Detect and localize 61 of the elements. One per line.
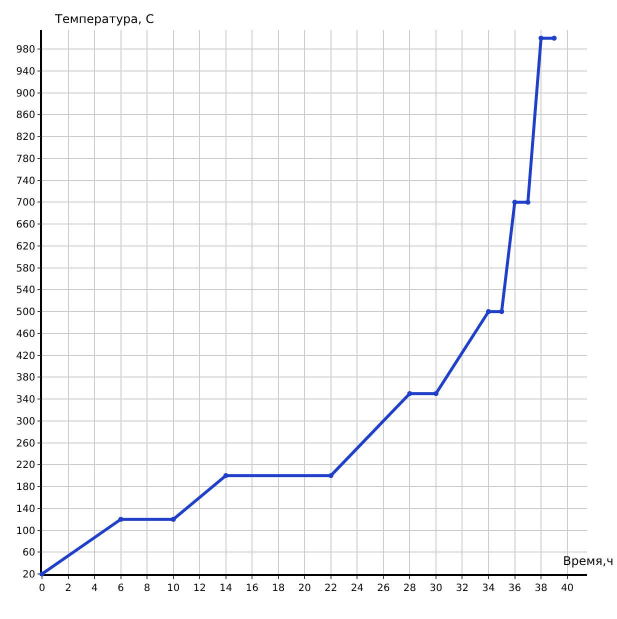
y-tick-label: 460	[16, 328, 36, 340]
x-tick-label: 36	[508, 582, 522, 594]
y-tick-label: 740	[16, 176, 36, 187]
x-tick-label: 30	[430, 582, 442, 594]
x-tick-label: 22	[324, 582, 338, 594]
y-tick-label: 140	[16, 504, 36, 515]
x-tick-label: 28	[403, 582, 416, 594]
point	[170, 516, 176, 522]
point	[499, 309, 504, 314]
point	[538, 36, 544, 41]
x-tick-label: 0	[38, 582, 46, 594]
y-tick-label: 260	[16, 438, 36, 450]
y-tick-label: 860	[16, 110, 36, 122]
x-tick-label: 26	[377, 582, 390, 594]
x-tick-label: 20	[298, 582, 312, 594]
point	[486, 309, 492, 314]
x-tick-label: 34	[482, 582, 495, 594]
y-tick-label: 380	[16, 372, 36, 384]
x-tick-label: 32	[456, 582, 469, 594]
y-tick-label: 420	[16, 350, 36, 362]
y-tick-label: 300	[16, 416, 36, 428]
x-tick-label: 14	[219, 582, 232, 594]
point	[525, 200, 530, 205]
y-tick-label: 180	[16, 482, 36, 494]
x-tick-label: 6	[118, 582, 124, 594]
y-tick-label: 220	[16, 460, 36, 472]
y-tick-label: 660	[16, 220, 36, 231]
x-tick-label: 38	[534, 582, 548, 594]
x-tick-label: 8	[144, 582, 150, 594]
point	[407, 391, 412, 396]
point	[118, 516, 124, 522]
x-tick-label: 10	[166, 582, 180, 594]
x-tick-label: 4	[91, 582, 98, 594]
x-tick-label: 18	[272, 582, 285, 594]
point	[223, 473, 228, 478]
point	[40, 572, 44, 576]
y-tick-label: 900	[16, 88, 36, 100]
x-axis-title: Время,ч	[563, 554, 614, 568]
y-tick-label: 100	[16, 526, 36, 537]
x-tick-label: 24	[350, 582, 364, 594]
point	[512, 200, 518, 205]
point	[552, 36, 557, 41]
point	[328, 473, 334, 478]
x-tick-label: 40	[560, 582, 574, 594]
x-tick-label: 16	[246, 582, 258, 594]
y-tick-label: 940	[16, 66, 36, 78]
y-tick-label: 20	[22, 570, 36, 580]
y-tick-label: 580	[16, 263, 36, 274]
y-tick-label: 700	[16, 198, 36, 209]
y-tick-label: 620	[16, 241, 36, 252]
y-tick-label: 500	[16, 307, 36, 318]
y-tick-label: 60	[22, 548, 36, 559]
y-tick-label: 540	[16, 285, 36, 296]
point	[433, 391, 438, 396]
y-tick-label: 780	[16, 154, 36, 165]
y-axis-title: Температура, C	[54, 12, 154, 26]
x-tick-label: 12	[193, 582, 206, 594]
y-tick-label: 980	[16, 44, 36, 56]
y-tick-label: 340	[16, 394, 36, 406]
x-tick-label: 2	[65, 582, 72, 594]
y-tick-label: 820	[16, 132, 36, 144]
